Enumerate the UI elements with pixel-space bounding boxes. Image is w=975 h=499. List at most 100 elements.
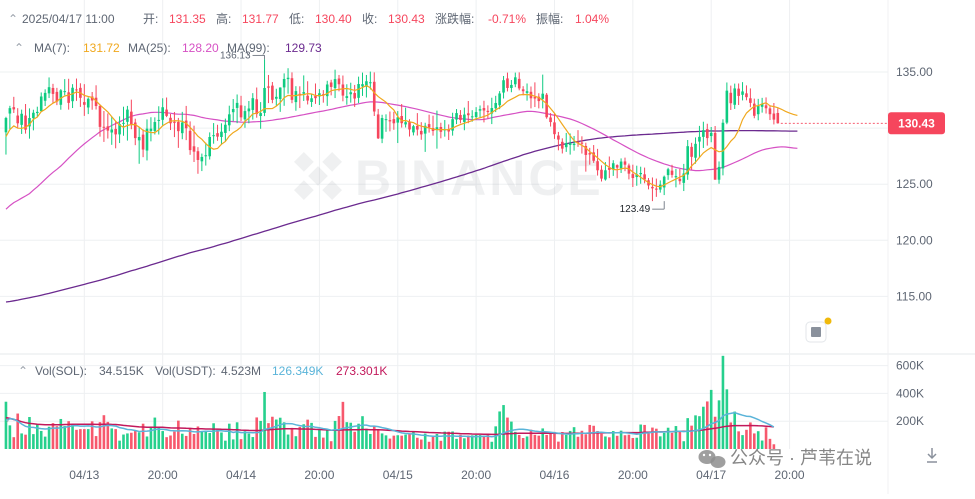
candle-body — [365, 81, 368, 87]
candle-body — [36, 111, 39, 114]
volume-bar — [239, 439, 243, 449]
download-icon[interactable] — [927, 448, 937, 463]
volume-bar — [396, 435, 400, 449]
volume-bar — [36, 424, 39, 449]
price-annotations: 136.13 123.49 — [220, 50, 665, 215]
candle-body — [227, 114, 231, 126]
volume-bar — [588, 424, 592, 449]
candle-body — [83, 102, 86, 105]
volume-bar — [670, 432, 674, 449]
collapse-arrow-icon[interactable]: ⌃ — [8, 12, 18, 26]
ohlc-header: ⌃ 2025/04/17 11:00 开: 131.35 高: 131.77 低… — [8, 11, 609, 26]
open-label: 开: — [143, 12, 158, 26]
time-tick-label: 04/16 — [539, 468, 569, 482]
candle-body — [196, 151, 200, 160]
candle-body — [86, 98, 90, 108]
volume-bar — [16, 413, 20, 449]
ma-legend[interactable]: ⌃ MA(7): 131.72 MA(25): 128.20 MA(99): 1… — [14, 41, 322, 55]
candle-body — [325, 84, 329, 97]
current-price-badge[interactable]: 130.43 — [888, 112, 945, 135]
candle-body — [43, 92, 47, 101]
candle-body — [255, 99, 259, 115]
volume-bar — [427, 441, 431, 449]
volume-bar — [596, 431, 599, 449]
candle-body — [513, 77, 517, 85]
price-tick-label: 115.00 — [896, 289, 932, 303]
scroll-left-icon[interactable]: › — [6, 415, 9, 425]
candle-body — [137, 136, 141, 141]
volume-bar — [227, 423, 231, 449]
candle-body — [314, 95, 317, 99]
annotation-label: 123.49 — [620, 204, 651, 215]
volume-bar — [694, 415, 697, 449]
candle-body — [161, 107, 164, 120]
candle-body — [329, 82, 333, 87]
volume-bar — [463, 438, 466, 449]
candle-body — [130, 111, 133, 125]
volume-bar — [435, 433, 439, 449]
candle-body — [455, 113, 458, 120]
candle-body — [173, 121, 176, 123]
legend-collapse-icon[interactable]: ⌃ — [14, 41, 24, 55]
time-tick-label: 04/15 — [383, 468, 413, 482]
volume-bar — [122, 434, 125, 449]
volume-bar — [666, 427, 670, 449]
candle-body — [408, 122, 411, 130]
candle-body — [106, 126, 110, 131]
volume-bar — [365, 428, 368, 449]
notes-widget-icon[interactable] — [805, 317, 832, 343]
volume-bar — [733, 411, 737, 449]
candle-body — [71, 87, 74, 102]
candle-body — [231, 109, 235, 113]
volume-bar — [294, 436, 298, 449]
candle-body — [200, 156, 204, 162]
candle-body — [94, 97, 98, 107]
volume-bar — [600, 433, 603, 449]
vol-ma-slow-value: 273.301K — [336, 364, 387, 378]
volume-bar — [482, 436, 486, 449]
volume-bar — [635, 437, 639, 449]
candle-body — [133, 122, 137, 139]
candle-body — [631, 174, 635, 179]
volume-bar — [165, 437, 168, 449]
volume-bar — [615, 435, 619, 449]
volume-bar — [486, 433, 490, 449]
volume-bar — [690, 425, 693, 449]
candle-body — [180, 122, 184, 134]
candle-body — [376, 114, 380, 139]
volume-tick-label: 200K — [896, 414, 924, 428]
candle-body — [47, 87, 51, 94]
volume-bar — [337, 416, 341, 449]
volume-bar — [443, 431, 447, 449]
volume-bar — [745, 429, 748, 449]
volume-bar — [400, 435, 403, 449]
candle-body — [694, 143, 697, 158]
candle-body — [537, 96, 541, 102]
volume-bar — [369, 433, 372, 449]
volume-legend[interactable]: ⌃ Vol(SOL): 34.515K Vol(USDT): 4.523M 12… — [18, 364, 387, 378]
volume-bar — [513, 431, 517, 449]
time-axis[interactable]: 04/13 20:00 04/14 20:00 04/15 20:00 04/16 20:00… — [69, 468, 805, 482]
candle-body — [259, 113, 262, 117]
volume-bar — [705, 401, 709, 449]
volume-axis[interactable]: 600K 400K 200K — [896, 359, 924, 429]
candle-body — [8, 108, 12, 114]
candle-body — [145, 128, 149, 151]
candle-body — [643, 174, 646, 180]
volume-bar — [220, 432, 223, 449]
price-tick-label: 125.00 — [896, 177, 933, 191]
candle-body — [776, 112, 780, 124]
volume-bar — [32, 434, 35, 449]
volume-bar — [655, 428, 658, 449]
candle-body — [682, 173, 686, 183]
ma25-value: 128.20 — [182, 41, 219, 55]
candle-body — [275, 96, 278, 99]
volume-collapse-icon[interactable]: ⌃ — [18, 364, 28, 378]
volume-bar — [725, 389, 729, 449]
volume-bar — [302, 424, 306, 449]
volume-bar — [451, 431, 454, 449]
candle-body — [733, 88, 737, 105]
